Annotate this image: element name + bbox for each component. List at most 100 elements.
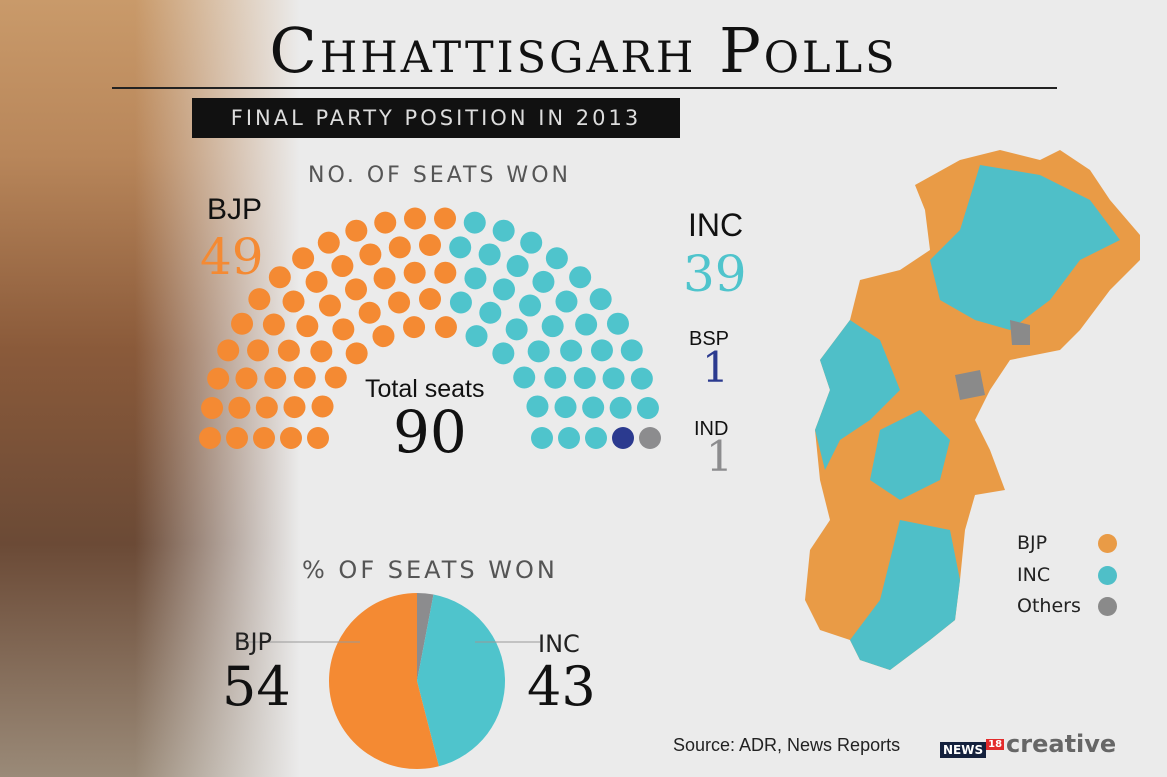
seat-bjp xyxy=(277,339,300,362)
seat-bjp xyxy=(310,340,333,363)
seat-inc xyxy=(585,427,607,449)
seat-inc xyxy=(449,291,472,314)
seat-inc xyxy=(519,294,542,317)
seat-bjp xyxy=(293,366,316,389)
seat-inc xyxy=(620,339,643,362)
inc-label: INC xyxy=(688,207,744,243)
seat-bjp xyxy=(434,316,457,339)
seat-bjp xyxy=(403,207,426,230)
bsp-label: BSP xyxy=(689,328,730,350)
seat-bjp xyxy=(403,261,426,284)
seat-bsp xyxy=(612,427,634,449)
map-others-1 xyxy=(1010,320,1030,345)
seat-inc xyxy=(554,396,577,419)
seat-bjp xyxy=(372,325,395,348)
source-note: Source: ADR, News Reports xyxy=(673,735,901,755)
logo-18: 18 xyxy=(986,739,1005,750)
title-divider xyxy=(112,87,1057,89)
seat-bjp xyxy=(331,255,354,278)
seat-inc xyxy=(560,339,583,362)
seat-bjp xyxy=(231,312,254,335)
seat-bjp xyxy=(305,270,328,293)
seat-bjp xyxy=(199,427,221,449)
seat-bjp xyxy=(324,366,347,389)
seat-bjp xyxy=(434,207,457,230)
seat-bjp xyxy=(311,395,334,418)
seat-bjp xyxy=(345,219,368,242)
page-title: Chhattisgarh Polls xyxy=(269,14,898,87)
seat-inc xyxy=(630,367,653,390)
seat-inc xyxy=(526,395,549,418)
seat-bjp xyxy=(374,211,397,234)
seat-inc xyxy=(541,315,564,338)
seat-bjp xyxy=(332,318,355,341)
bsp-seats: 1 xyxy=(702,343,729,392)
seat-inc xyxy=(465,325,488,348)
pct-header: % OF SEATS WON xyxy=(302,556,558,584)
legend-others-swatch xyxy=(1098,597,1117,616)
subtitle: FINAL PARTY POSITION IN 2013 xyxy=(192,98,680,138)
pie-inc-label: INC xyxy=(538,630,580,658)
seat-inc xyxy=(544,366,567,389)
seat-inc xyxy=(479,301,502,324)
pie-inc-pct: 43 xyxy=(527,655,596,718)
legend-bjp-label: BJP xyxy=(1017,532,1048,554)
seat-inc xyxy=(558,427,580,449)
seat-bjp xyxy=(217,339,240,362)
pie-bjp-label: BJP xyxy=(234,628,273,656)
seat-bjp xyxy=(268,266,291,289)
total-seats-label: Total seats xyxy=(365,375,485,403)
pie-slice-others xyxy=(417,593,434,681)
seat-inc xyxy=(606,312,629,335)
seat-inc xyxy=(636,397,659,420)
seat-bjp xyxy=(296,315,319,338)
bjp-seats: 49 xyxy=(200,228,264,286)
seat-inc xyxy=(505,318,528,341)
seat-bjp xyxy=(226,427,248,449)
news18-logo: NEWS 18 creative xyxy=(940,730,1116,758)
logo-creative: creative xyxy=(1006,730,1117,758)
seat-bjp xyxy=(255,396,278,419)
seat-bjp xyxy=(207,367,230,390)
total-seats-value: 90 xyxy=(393,398,467,466)
seat-bjp xyxy=(228,396,251,419)
seat-bjp xyxy=(235,367,258,390)
seat-bjp xyxy=(292,247,315,270)
bjp-label: BJP xyxy=(207,193,263,226)
seat-inc xyxy=(464,267,487,290)
seat-bjp xyxy=(317,231,340,254)
seat-inc xyxy=(492,219,515,242)
seat-bjp xyxy=(262,313,285,336)
seat-inc xyxy=(555,290,578,313)
seat-bjp xyxy=(283,396,306,419)
seat-inc xyxy=(569,266,592,289)
seat-bjp xyxy=(358,301,381,324)
legend-others-label: Others xyxy=(1017,595,1081,617)
seat-bjp xyxy=(253,427,275,449)
seat-bjp xyxy=(318,294,341,317)
map-inc-north xyxy=(930,165,1120,330)
seat-bjp xyxy=(388,236,411,259)
seat-bjp xyxy=(359,243,382,266)
seat-inc xyxy=(575,313,598,336)
seat-inc xyxy=(545,247,568,270)
logo-news: NEWS xyxy=(940,742,987,758)
seat-inc xyxy=(602,367,625,390)
map-inc-center xyxy=(870,410,950,500)
legend-inc-swatch xyxy=(1098,566,1117,585)
seat-bjp xyxy=(403,316,426,339)
legend-bjp-swatch xyxy=(1098,534,1117,553)
seat-inc xyxy=(463,211,486,234)
seat-inc xyxy=(573,367,596,390)
seat-bjp xyxy=(345,278,368,301)
ind-label: IND xyxy=(694,418,729,440)
seat-inc xyxy=(492,278,515,301)
seat-bjp xyxy=(307,427,329,449)
seat-bjp xyxy=(373,267,396,290)
seat-inc xyxy=(582,396,605,419)
seat-inc xyxy=(531,427,553,449)
map-inc-west xyxy=(815,320,900,470)
seat-inc xyxy=(449,236,472,259)
